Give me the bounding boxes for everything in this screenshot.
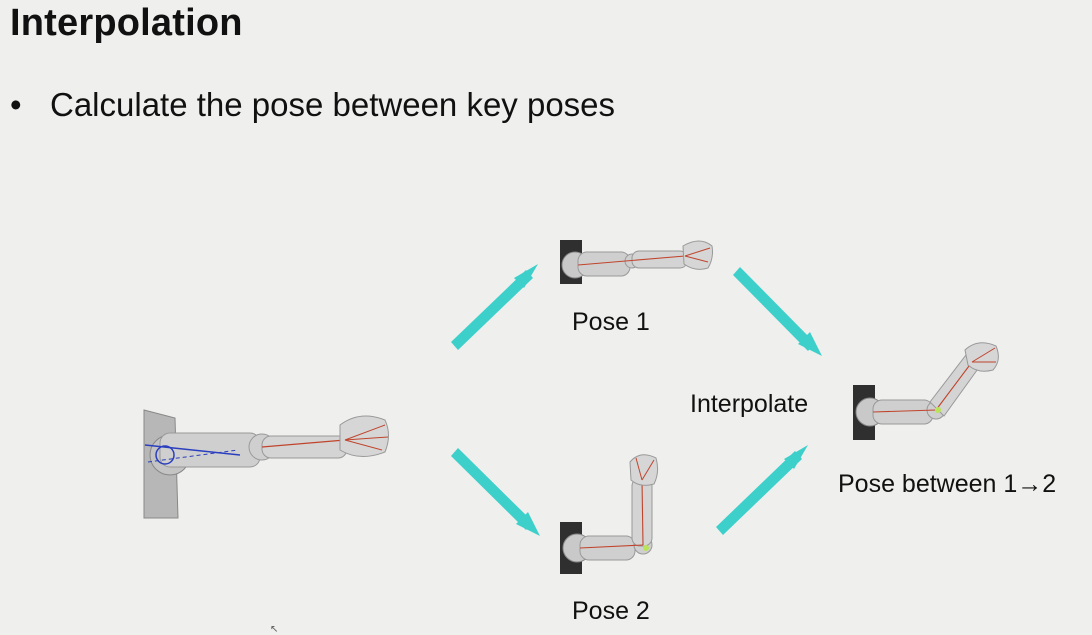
pose2-arm-illustration	[560, 454, 659, 574]
bullet-text: Calculate the pose between key poses	[50, 86, 616, 123]
result-label: Pose between 1→2	[838, 470, 1057, 498]
arrow-pose2-to-result	[716, 445, 808, 535]
result-arm-illustration	[853, 342, 999, 440]
bullet-dot: •	[10, 86, 22, 123]
slide-title: Interpolation	[10, 2, 243, 44]
arrow-to-pose2	[451, 448, 540, 536]
pose1-label: Pose 1	[572, 308, 650, 336]
interpolate-label: Interpolate	[690, 390, 809, 418]
original-arm-illustration	[143, 409, 389, 519]
arrow-pose1-to-result	[733, 267, 822, 356]
pose1-arm-illustration	[560, 240, 713, 284]
arrow-to-pose1	[451, 264, 538, 350]
cursor-icon: ↖	[270, 624, 279, 635]
pose2-label: Pose 2	[572, 597, 650, 625]
